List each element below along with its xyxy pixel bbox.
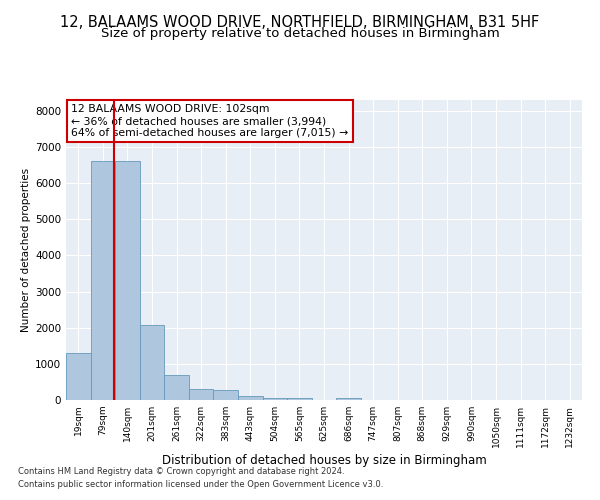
Bar (287, 398, 312, 400)
Bar (238, 396, 263, 400)
Bar (140, 325, 164, 400)
Text: Size of property relative to detached houses in Birmingham: Size of property relative to detached ho… (101, 28, 499, 40)
Bar (263, 398, 287, 400)
Bar (214, 390, 238, 400)
Text: Contains public sector information licensed under the Open Government Licence v3: Contains public sector information licen… (18, 480, 383, 489)
Bar (91, 162, 115, 400)
Bar (66, 353, 91, 400)
X-axis label: Distribution of detached houses by size in Birmingham: Distribution of detached houses by size … (161, 454, 487, 467)
Bar (189, 389, 214, 400)
Text: 12 BALAAMS WOOD DRIVE: 102sqm
← 36% of detached houses are smaller (3,994)
64% o: 12 BALAAMS WOOD DRIVE: 102sqm ← 36% of d… (71, 104, 349, 138)
Y-axis label: Number of detached properties: Number of detached properties (21, 168, 31, 332)
Text: Contains HM Land Registry data © Crown copyright and database right 2024.: Contains HM Land Registry data © Crown c… (18, 467, 344, 476)
Bar (164, 376, 189, 400)
Bar (336, 398, 361, 400)
Bar (115, 162, 140, 400)
Text: 12, BALAAMS WOOD DRIVE, NORTHFIELD, BIRMINGHAM, B31 5HF: 12, BALAAMS WOOD DRIVE, NORTHFIELD, BIRM… (61, 15, 539, 30)
